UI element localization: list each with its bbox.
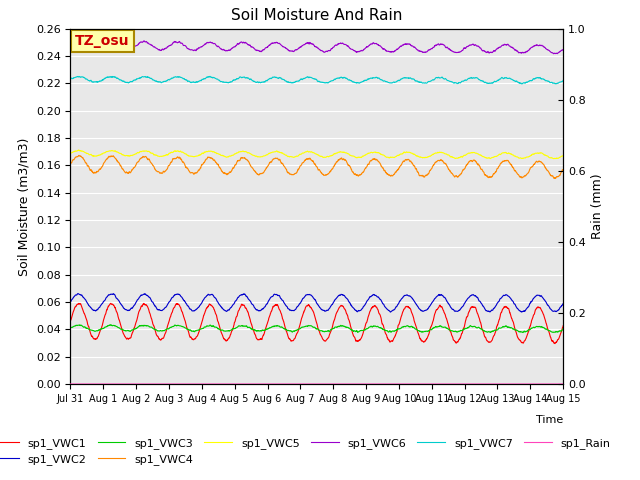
sp1_VWC6 [331,43,339,48]
sp1_VWC3 [516,329,524,335]
sp1_VWC2 [74,291,82,297]
sp1_VWC5 [460,153,468,158]
sp1_VWC1 [460,325,468,331]
sp1_VWC3 [204,324,212,329]
sp1_VWC3 [342,324,349,330]
sp1_Rain [559,381,567,387]
sp1_VWC4 [331,162,339,168]
sp1_VWC4 [342,157,349,163]
sp1_VWC3 [106,322,114,328]
sp1_VWC4 [460,167,468,172]
sp1_VWC7 [516,80,524,86]
sp1_VWC7 [206,73,214,79]
sp1_VWC7 [518,81,525,87]
sp1_VWC6 [550,51,557,57]
Line: sp1_VWC2: sp1_VWC2 [70,294,563,312]
sp1_Rain [529,381,537,387]
sp1_Rain [460,381,467,387]
Y-axis label: Rain (mm): Rain (mm) [591,174,604,239]
sp1_VWC7 [530,76,538,82]
sp1_VWC2 [559,300,567,306]
sp1_VWC1 [67,319,74,324]
Line: sp1_VWC6: sp1_VWC6 [70,41,563,54]
sp1_VWC6 [342,42,349,48]
sp1_VWC7 [331,76,339,82]
sp1_VWC5 [75,147,83,153]
Y-axis label: Soil Moisture (m3/m3): Soil Moisture (m3/m3) [17,137,30,276]
sp1_VWC2 [67,300,74,305]
sp1_VWC4 [552,176,559,181]
sp1_VWC4 [516,174,524,180]
sp1_VWC1 [530,312,538,318]
sp1_VWC1 [204,304,212,310]
sp1_VWC7 [342,75,349,81]
sp1_VWC7 [460,78,468,84]
Text: Time: Time [536,415,563,425]
sp1_VWC5 [67,150,74,156]
sp1_VWC5 [204,149,212,155]
sp1_VWC3 [67,325,74,331]
sp1_Rain [516,381,524,387]
sp1_Rain [341,381,349,387]
sp1_VWC2 [516,308,524,314]
sp1_Rain [67,381,74,387]
sp1_VWC2 [530,295,538,301]
sp1_VWC1 [342,307,349,313]
sp1_VWC5 [530,151,538,157]
sp1_VWC3 [530,324,538,330]
Line: sp1_VWC4: sp1_VWC4 [70,156,563,179]
Title: Soil Moisture And Rain: Soil Moisture And Rain [231,9,403,24]
sp1_VWC3 [460,326,468,332]
sp1_VWC4 [530,162,538,168]
sp1_VWC2 [460,301,468,307]
sp1_VWC6 [530,43,538,49]
sp1_VWC1 [331,316,339,322]
sp1_VWC3 [559,326,567,332]
sp1_VWC4 [204,154,212,160]
sp1_VWC6 [516,50,524,56]
sp1_VWC3 [519,330,527,336]
sp1_VWC6 [108,38,115,44]
sp1_VWC6 [67,42,74,48]
Line: sp1_VWC7: sp1_VWC7 [70,76,563,84]
sp1_VWC3 [331,324,339,330]
sp1_VWC1 [516,337,524,343]
Line: sp1_VWC5: sp1_VWC5 [70,150,563,158]
sp1_VWC2 [331,297,339,303]
sp1_VWC6 [460,45,468,51]
Line: sp1_VWC3: sp1_VWC3 [70,325,563,333]
sp1_VWC4 [67,160,74,166]
sp1_VWC7 [204,74,212,80]
sp1_VWC4 [75,153,83,158]
sp1_VWC1 [551,341,559,347]
sp1_VWC2 [204,291,212,297]
Text: TZ_osu: TZ_osu [76,34,130,48]
sp1_VWC1 [559,323,567,329]
sp1_VWC5 [331,151,339,156]
sp1_VWC1 [107,300,115,306]
Line: sp1_VWC1: sp1_VWC1 [70,303,563,344]
sp1_VWC5 [559,153,567,158]
Legend: sp1_VWC1, sp1_VWC2, sp1_VWC3, sp1_VWC4, sp1_VWC5, sp1_VWC6, sp1_VWC7, sp1_Rain: sp1_VWC1, sp1_VWC2, sp1_VWC3, sp1_VWC4, … [0,433,615,469]
sp1_VWC6 [204,39,212,45]
sp1_VWC7 [559,78,567,84]
sp1_VWC5 [516,155,524,161]
sp1_Rain [331,381,339,387]
sp1_VWC7 [67,77,74,83]
sp1_VWC6 [559,47,567,52]
sp1_VWC5 [550,156,557,161]
sp1_VWC2 [387,309,394,315]
sp1_VWC2 [342,294,349,300]
sp1_Rain [204,381,212,387]
sp1_VWC4 [559,167,567,173]
sp1_VWC5 [342,150,349,156]
